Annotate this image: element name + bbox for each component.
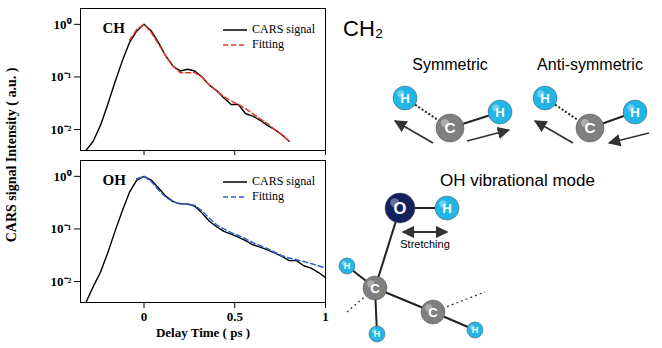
svg-text:H: H xyxy=(374,329,381,339)
svg-text:10⁻¹: 10⁻¹ xyxy=(51,221,72,236)
svg-text:Stretching: Stretching xyxy=(400,238,450,250)
svg-text:C: C xyxy=(370,281,380,296)
svg-text:H: H xyxy=(400,91,410,106)
svg-text:OH: OH xyxy=(103,172,127,188)
svg-text:10⁻²: 10⁻² xyxy=(51,122,72,137)
svg-text:Symmetric: Symmetric xyxy=(412,56,488,73)
svg-text:10⁻¹: 10⁻¹ xyxy=(51,69,72,84)
svg-text:C: C xyxy=(444,119,455,136)
svg-text:1: 1 xyxy=(322,309,329,324)
svg-text:0.5: 0.5 xyxy=(227,309,244,324)
svg-text:Anti-symmetric: Anti-symmetric xyxy=(537,56,643,73)
svg-text:10⁰: 10⁰ xyxy=(54,168,72,183)
svg-text:C: C xyxy=(428,305,438,320)
svg-text:10⁰: 10⁰ xyxy=(54,16,72,31)
svg-text:CH: CH xyxy=(103,20,126,36)
html-text:Fitting: Fitting xyxy=(252,37,284,51)
svg-text:O: O xyxy=(394,199,407,217)
svg-text:H: H xyxy=(344,261,351,271)
svg-text:H: H xyxy=(472,325,479,335)
svg-text:H: H xyxy=(630,105,640,120)
svg-text:Delay Time ( ps ): Delay Time ( ps ) xyxy=(156,325,250,340)
html-text:Fitting: Fitting xyxy=(252,189,284,203)
html-text:CARS signal: CARS signal xyxy=(252,22,315,36)
svg-text:H: H xyxy=(540,91,550,106)
svg-text:0: 0 xyxy=(141,309,148,324)
svg-text:10⁻²: 10⁻² xyxy=(51,274,72,289)
svg-text:H: H xyxy=(495,105,505,120)
svg-text:C: C xyxy=(584,119,595,136)
html-text:CARS signal: CARS signal xyxy=(252,174,315,188)
svg-text:CARS signal Intensity ( a.u. ): CARS signal Intensity ( a.u. ) xyxy=(4,67,20,242)
svg-text:OH vibrational mode: OH vibrational mode xyxy=(440,171,595,190)
svg-text:CH₂: CH₂ xyxy=(343,16,383,41)
svg-text:H: H xyxy=(442,201,452,216)
